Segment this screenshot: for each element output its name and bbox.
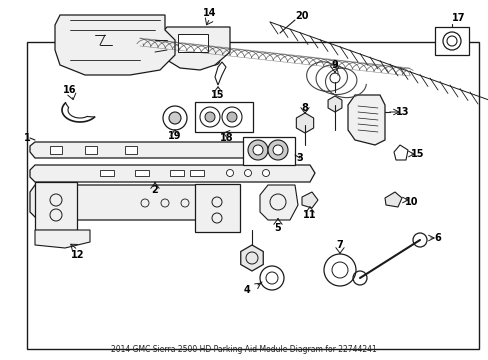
Bar: [243, 137, 294, 165]
Circle shape: [247, 140, 267, 160]
Circle shape: [244, 170, 251, 176]
Polygon shape: [240, 245, 263, 271]
Circle shape: [252, 145, 263, 155]
Circle shape: [200, 107, 220, 127]
Circle shape: [262, 170, 269, 176]
Polygon shape: [35, 230, 90, 248]
Circle shape: [226, 170, 233, 176]
Bar: [100, 170, 114, 176]
Bar: [50, 146, 62, 154]
Polygon shape: [327, 96, 341, 112]
Text: 17: 17: [451, 13, 465, 23]
Circle shape: [442, 32, 460, 50]
Circle shape: [260, 266, 284, 290]
Text: 6: 6: [434, 233, 441, 243]
Bar: [178, 34, 207, 52]
Bar: [85, 146, 97, 154]
Text: 18: 18: [220, 133, 233, 143]
Polygon shape: [160, 27, 229, 70]
Polygon shape: [260, 185, 297, 220]
Bar: [195, 184, 240, 232]
Circle shape: [226, 112, 237, 122]
Text: 7: 7: [336, 240, 343, 250]
Text: 12: 12: [71, 250, 84, 260]
Text: 5: 5: [274, 223, 281, 233]
Polygon shape: [55, 15, 175, 75]
Bar: [35, 182, 77, 230]
Circle shape: [163, 106, 186, 130]
Bar: [190, 170, 203, 176]
Text: 16: 16: [63, 85, 77, 95]
Polygon shape: [393, 145, 407, 160]
Polygon shape: [30, 142, 285, 158]
Text: 8: 8: [301, 103, 308, 113]
Polygon shape: [215, 62, 225, 85]
Circle shape: [204, 112, 215, 122]
Circle shape: [272, 145, 283, 155]
Text: 20: 20: [295, 11, 308, 21]
Text: 15: 15: [410, 149, 424, 159]
Text: 11: 11: [303, 210, 316, 220]
Bar: [170, 170, 183, 176]
Text: 2: 2: [151, 185, 158, 195]
Text: 3: 3: [296, 153, 303, 163]
Bar: [135, 170, 149, 176]
Polygon shape: [30, 185, 229, 220]
Text: 9: 9: [331, 60, 338, 70]
Bar: [125, 146, 137, 154]
Polygon shape: [302, 192, 317, 208]
Bar: [434, 27, 468, 55]
Circle shape: [267, 140, 287, 160]
Circle shape: [169, 112, 181, 124]
Text: 13: 13: [395, 107, 409, 117]
Polygon shape: [30, 165, 314, 182]
Polygon shape: [347, 95, 384, 145]
Bar: [27, 42, 478, 349]
Text: 19: 19: [168, 131, 182, 141]
Text: 10: 10: [405, 197, 418, 207]
Polygon shape: [384, 192, 401, 207]
Circle shape: [222, 107, 242, 127]
Text: 2014 GMC Sierra 2500 HD Parking Aid Module Diagram for 22744241: 2014 GMC Sierra 2500 HD Parking Aid Modu…: [111, 345, 376, 354]
Text: 4: 4: [243, 285, 250, 295]
Text: 14: 14: [203, 8, 216, 18]
Polygon shape: [296, 113, 313, 133]
Circle shape: [324, 254, 355, 286]
Text: 1: 1: [23, 133, 30, 143]
Bar: [195, 102, 252, 132]
Text: 15: 15: [211, 90, 224, 100]
